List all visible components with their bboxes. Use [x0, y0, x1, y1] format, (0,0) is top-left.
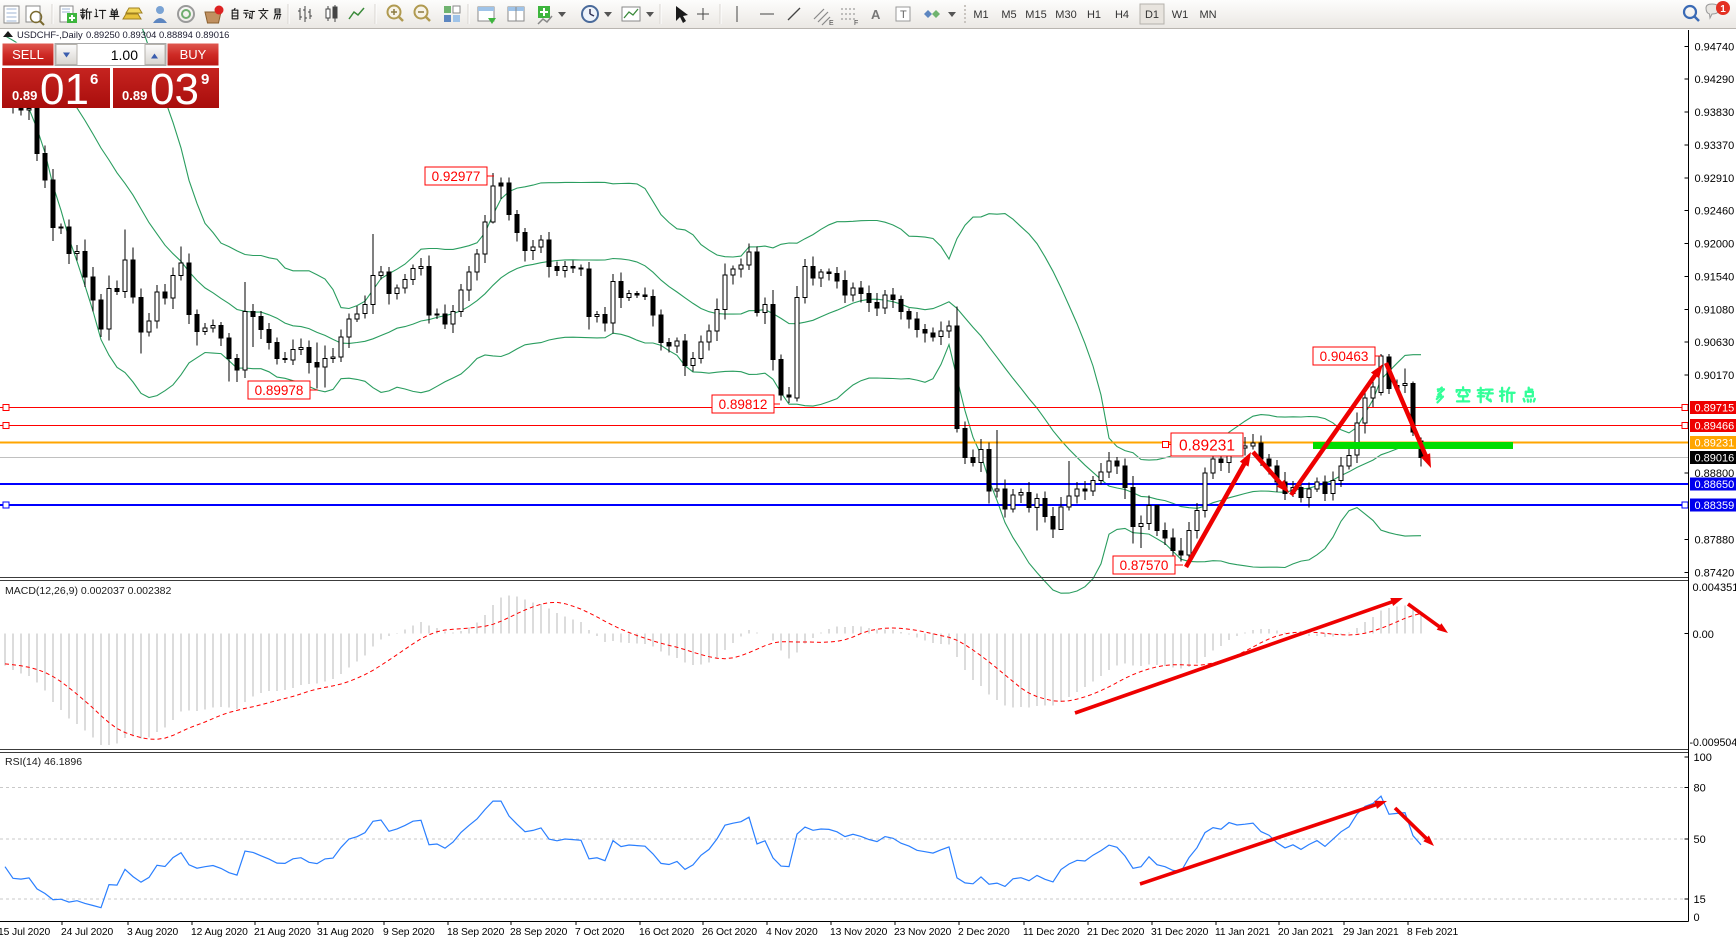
- svg-text:0.94740: 0.94740: [1695, 42, 1735, 54]
- svg-text:H1: H1: [1087, 9, 1101, 21]
- svg-text:1: 1: [1720, 4, 1726, 15]
- svg-text:M15: M15: [1025, 9, 1046, 21]
- svg-text:1.00: 1.00: [111, 47, 138, 63]
- svg-text:0.90170: 0.90170: [1695, 370, 1735, 382]
- svg-text:20 Jan 2021: 20 Jan 2021: [1278, 927, 1334, 938]
- svg-text:RSI(14) 46.1896: RSI(14) 46.1896: [5, 756, 82, 768]
- svg-text:0.88650: 0.88650: [1695, 479, 1735, 491]
- svg-text:0.89715: 0.89715: [1695, 403, 1735, 415]
- svg-text:0.87570: 0.87570: [1120, 558, 1169, 573]
- svg-text:A: A: [871, 7, 881, 22]
- svg-text:0.92910: 0.92910: [1695, 173, 1735, 185]
- svg-text:50: 50: [1694, 834, 1706, 846]
- svg-text:SELL: SELL: [12, 47, 44, 62]
- svg-text:24 Jul 2020: 24 Jul 2020: [61, 927, 114, 938]
- svg-text:0.89: 0.89: [12, 88, 37, 103]
- svg-text:0.88359: 0.88359: [1695, 500, 1735, 512]
- svg-text:0.89250 0.89304 0.88894 0.8901: 0.89250 0.89304 0.88894 0.89016: [86, 29, 229, 40]
- svg-text:6: 6: [90, 71, 98, 88]
- svg-text:0.92977: 0.92977: [432, 169, 481, 184]
- svg-text:21 Aug 2020: 21 Aug 2020: [254, 927, 311, 938]
- svg-text:0.89466: 0.89466: [1695, 420, 1735, 432]
- svg-text:0.92460: 0.92460: [1695, 205, 1735, 217]
- svg-text:0.92000: 0.92000: [1695, 238, 1735, 250]
- svg-text:0.89978: 0.89978: [255, 383, 304, 398]
- svg-text:T: T: [900, 9, 907, 21]
- svg-text:11 Jan 2021: 11 Jan 2021: [1215, 927, 1270, 938]
- svg-text:18 Sep 2020: 18 Sep 2020: [447, 927, 505, 938]
- svg-text:3 Aug 2020: 3 Aug 2020: [127, 927, 178, 938]
- svg-text:0.94290: 0.94290: [1695, 74, 1735, 86]
- svg-text:M1: M1: [973, 9, 988, 21]
- svg-text:0.89016: 0.89016: [1695, 453, 1735, 465]
- svg-text:0: 0: [1694, 912, 1700, 924]
- svg-text:0.91540: 0.91540: [1695, 271, 1735, 283]
- svg-text:31 Aug 2020: 31 Aug 2020: [317, 927, 374, 938]
- svg-text:26 Oct 2020: 26 Oct 2020: [702, 927, 757, 938]
- svg-text:M30: M30: [1055, 9, 1076, 21]
- svg-text:-0.009504: -0.009504: [1690, 737, 1736, 749]
- svg-text:0.88800: 0.88800: [1695, 468, 1735, 480]
- svg-text:0.87420: 0.87420: [1695, 567, 1735, 579]
- svg-text:12 Aug 2020: 12 Aug 2020: [191, 927, 248, 938]
- svg-text:9: 9: [201, 71, 209, 88]
- svg-text:0.89231: 0.89231: [1179, 438, 1235, 455]
- svg-text:0.87880: 0.87880: [1695, 534, 1735, 546]
- svg-text:16 Oct 2020: 16 Oct 2020: [639, 927, 694, 938]
- svg-text:100: 100: [1694, 752, 1712, 764]
- svg-text:W1: W1: [1172, 9, 1189, 21]
- svg-text:4 Nov 2020: 4 Nov 2020: [766, 927, 818, 938]
- svg-text:80: 80: [1694, 782, 1706, 794]
- svg-text:0.93830: 0.93830: [1695, 107, 1735, 119]
- svg-text:0.91080: 0.91080: [1695, 305, 1735, 317]
- svg-text:0.89812: 0.89812: [719, 397, 768, 412]
- svg-text:0.90630: 0.90630: [1695, 337, 1735, 349]
- svg-text:01: 01: [40, 65, 89, 114]
- svg-text:03: 03: [150, 65, 199, 114]
- svg-text:H4: H4: [1115, 9, 1129, 21]
- svg-text:0.93370: 0.93370: [1695, 140, 1735, 152]
- svg-text:M5: M5: [1001, 9, 1016, 21]
- svg-text:13 Nov 2020: 13 Nov 2020: [830, 927, 888, 938]
- svg-text:9 Sep 2020: 9 Sep 2020: [383, 927, 435, 938]
- svg-text:0.90463: 0.90463: [1320, 349, 1369, 364]
- svg-text:0.004351: 0.004351: [1693, 582, 1736, 594]
- svg-text:MN: MN: [1199, 9, 1216, 21]
- svg-text:0.89: 0.89: [122, 88, 147, 103]
- svg-text:29 Jan 2021: 29 Jan 2021: [1343, 927, 1399, 938]
- svg-text:15: 15: [1694, 894, 1706, 906]
- svg-text:0.00: 0.00: [1693, 629, 1714, 641]
- svg-text:28 Sep 2020: 28 Sep 2020: [510, 927, 568, 938]
- svg-text:7 Oct 2020: 7 Oct 2020: [575, 927, 625, 938]
- svg-text:21 Dec 2020: 21 Dec 2020: [1087, 927, 1145, 938]
- svg-text:D1: D1: [1145, 9, 1159, 21]
- svg-text:11 Dec 2020: 11 Dec 2020: [1023, 927, 1080, 938]
- svg-text:2 Dec 2020: 2 Dec 2020: [958, 927, 1010, 938]
- svg-text:31 Dec 2020: 31 Dec 2020: [1151, 927, 1209, 938]
- svg-text:MACD(12,26,9) 0.002037 0.00238: MACD(12,26,9) 0.002037 0.002382: [5, 585, 172, 597]
- svg-text:8 Feb 2021: 8 Feb 2021: [1407, 927, 1458, 938]
- svg-text:23 Nov 2020: 23 Nov 2020: [894, 927, 952, 938]
- svg-text:15 Jul 2020: 15 Jul 2020: [0, 927, 51, 938]
- svg-text:0.89231: 0.89231: [1695, 437, 1735, 449]
- svg-text:USDCHF-,Daily: USDCHF-,Daily: [17, 29, 83, 40]
- svg-text:BUY: BUY: [180, 47, 207, 62]
- svg-text:E: E: [829, 20, 834, 27]
- svg-text:F: F: [854, 20, 858, 27]
